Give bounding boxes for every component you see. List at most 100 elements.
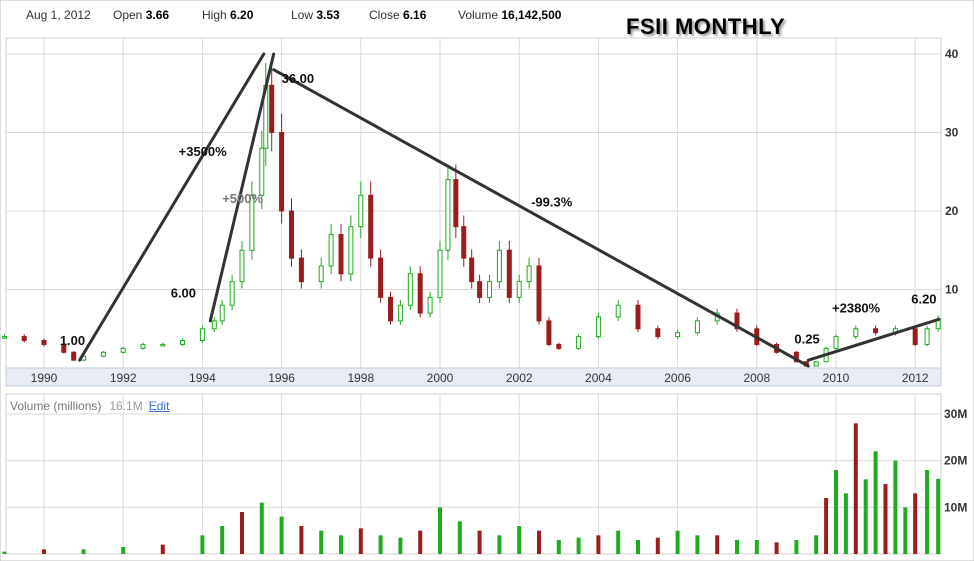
volume-bar bbox=[319, 530, 324, 554]
open-label: Open bbox=[113, 8, 143, 22]
volume-panel bbox=[5, 393, 942, 555]
volume-bar bbox=[873, 451, 878, 554]
price-grid bbox=[6, 38, 941, 368]
volume-bar bbox=[754, 540, 759, 554]
volume-bar bbox=[735, 540, 739, 554]
annotation-label: 1.00 bbox=[60, 333, 85, 348]
x-axis-band bbox=[5, 367, 942, 387]
volume-bar bbox=[883, 484, 888, 554]
close-label: Close bbox=[369, 8, 400, 22]
volume-bar bbox=[636, 540, 640, 554]
candle bbox=[289, 210, 294, 259]
volume-panel-label: Volume (millions) bbox=[10, 399, 102, 413]
candle bbox=[211, 320, 217, 330]
candle bbox=[516, 281, 522, 298]
open-value: 3.66 bbox=[145, 8, 170, 22]
volume-bar bbox=[378, 535, 383, 554]
y-tick-label: 30 bbox=[945, 126, 959, 140]
annotation-label: 36.00 bbox=[282, 71, 315, 86]
y-tick-label: 10 bbox=[945, 283, 959, 297]
candle bbox=[445, 179, 451, 251]
volume-bar bbox=[81, 549, 86, 554]
candle bbox=[298, 257, 304, 283]
candle bbox=[873, 328, 879, 334]
header-low: Low 3.53 bbox=[291, 8, 340, 22]
volume-bar bbox=[160, 544, 165, 554]
volume-bar bbox=[299, 526, 304, 554]
candle bbox=[279, 132, 285, 212]
y-tick-label: 20 bbox=[945, 204, 959, 218]
candle bbox=[41, 340, 47, 345]
volume-bar bbox=[936, 478, 941, 554]
volume-bar bbox=[220, 526, 225, 554]
trend-line bbox=[272, 68, 810, 368]
annotations: 36.00 +3500% +500% 6.00 1.00 -99.3% 0.25 +2380%… bbox=[60, 71, 937, 348]
volume-caption: Volume (millions) 16.1M Edit bbox=[10, 399, 169, 413]
candle bbox=[477, 281, 483, 298]
candle bbox=[199, 328, 205, 342]
candle bbox=[536, 265, 542, 322]
trend-lines bbox=[78, 52, 941, 368]
header-volume: Volume 16,142,500 bbox=[458, 8, 561, 22]
volume-bar bbox=[42, 549, 46, 554]
candle bbox=[417, 273, 423, 314]
header-date: Aug 1, 2012 bbox=[26, 8, 91, 22]
candle bbox=[461, 226, 467, 259]
candle bbox=[595, 316, 601, 338]
trend-line bbox=[806, 317, 941, 362]
volume-bar bbox=[121, 547, 126, 554]
candle bbox=[249, 194, 255, 251]
volume-bar bbox=[794, 540, 799, 554]
x-tick-label: 2010 bbox=[823, 371, 850, 385]
candle bbox=[180, 340, 186, 345]
candle bbox=[239, 249, 245, 283]
volume-bar bbox=[774, 542, 779, 554]
high-value: 6.20 bbox=[230, 8, 254, 22]
x-tick-label: 2006 bbox=[664, 371, 691, 385]
candle bbox=[219, 304, 225, 322]
candle bbox=[160, 343, 166, 347]
candle bbox=[487, 281, 492, 298]
candle bbox=[61, 343, 67, 353]
volume-bar bbox=[418, 530, 423, 554]
volume-bar bbox=[457, 521, 462, 554]
volume-bar bbox=[517, 526, 522, 554]
candle bbox=[675, 332, 681, 338]
annotation-label: 0.25 bbox=[794, 332, 819, 347]
x-tick-label: 2008 bbox=[743, 371, 770, 385]
volume-bar bbox=[477, 530, 482, 554]
candle bbox=[100, 351, 106, 357]
candle bbox=[397, 304, 403, 322]
volume-bar bbox=[913, 493, 918, 554]
candle bbox=[496, 249, 502, 283]
candle bbox=[259, 147, 265, 196]
candle bbox=[556, 343, 562, 349]
volume-bar bbox=[200, 535, 205, 554]
candle bbox=[924, 328, 930, 345]
volume-bar bbox=[903, 507, 908, 554]
volume-bar bbox=[843, 493, 848, 554]
candle bbox=[1, 336, 7, 339]
candle bbox=[318, 265, 324, 283]
trend-line bbox=[78, 52, 266, 362]
candle bbox=[912, 328, 918, 345]
volume-bar bbox=[814, 535, 819, 554]
candle bbox=[453, 179, 459, 228]
volume-bar bbox=[695, 535, 700, 554]
volume-bar bbox=[675, 530, 680, 554]
volume-value: 16,142,500 bbox=[501, 8, 562, 22]
low-value: 3.53 bbox=[316, 8, 340, 22]
volume-bar bbox=[279, 516, 284, 554]
volume-bar bbox=[556, 540, 561, 554]
candle bbox=[269, 84, 275, 133]
x-tick-label: 1998 bbox=[347, 371, 374, 385]
volume-bar bbox=[576, 537, 581, 554]
volume-bar bbox=[853, 423, 858, 554]
volume-bar bbox=[925, 470, 930, 554]
volume-bar bbox=[834, 470, 838, 554]
x-tick-label: 2002 bbox=[506, 371, 533, 385]
annotation-label: 6.00 bbox=[171, 285, 196, 300]
volume-bar bbox=[655, 537, 660, 554]
volume-edit-link[interactable]: Edit bbox=[148, 399, 170, 413]
